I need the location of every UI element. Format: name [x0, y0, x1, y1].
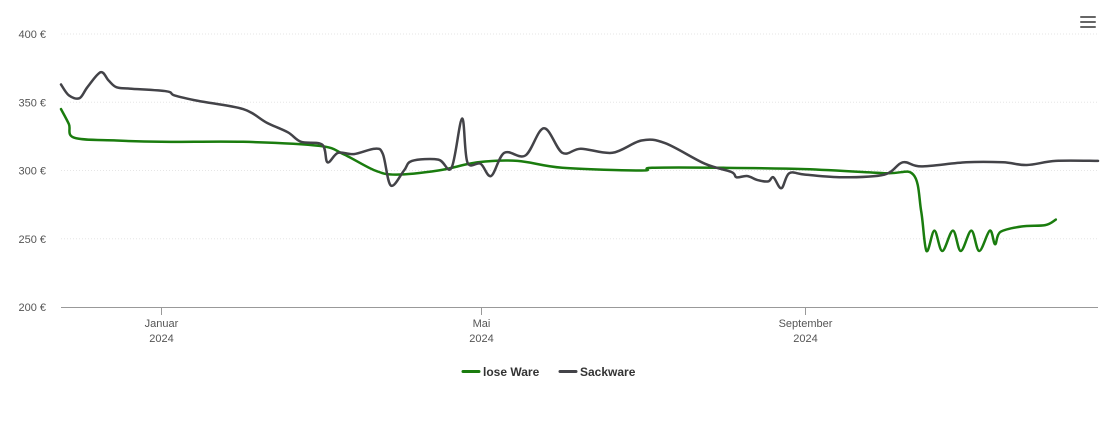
hamburger-menu-icon[interactable]: [1074, 10, 1100, 34]
legend-label: Sackware: [580, 365, 636, 379]
x-tick-label: 2024: [469, 333, 493, 345]
x-axis: Januar 2024 Mai 2024 September 2024: [61, 307, 1098, 345]
y-tick-label: 200 €: [18, 302, 46, 314]
x-tick-label: 2024: [793, 333, 817, 345]
grid-lines: [61, 33, 1098, 240]
legend: lose Ware Sackware: [461, 365, 636, 379]
y-tick-label: 400 €: [18, 29, 46, 41]
x-tick-label: Januar: [145, 318, 179, 330]
y-axis: 200 € 250 € 300 € 350 € 400 €: [18, 29, 46, 314]
x-tick-label: Mai: [473, 318, 491, 330]
y-tick-label: 300 €: [18, 166, 46, 178]
series-line-lose-ware: [59, 107, 1058, 253]
series-line-sackware: [59, 70, 1100, 190]
y-tick-label: 250 €: [18, 234, 46, 246]
series-lines: [59, 70, 1100, 253]
legend-label: lose Ware: [483, 365, 540, 379]
x-tick-label: 2024: [149, 333, 173, 345]
y-tick-label: 350 €: [18, 97, 46, 109]
x-tick-label: September: [779, 318, 833, 330]
